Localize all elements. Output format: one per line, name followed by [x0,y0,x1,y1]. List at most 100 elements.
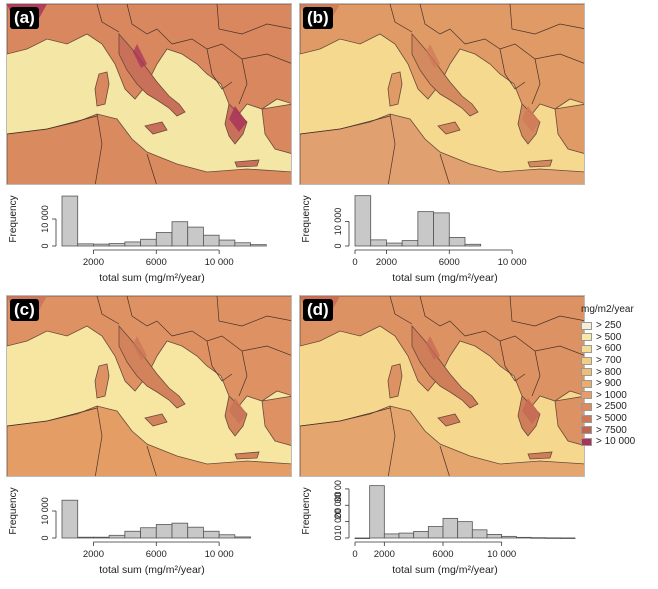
histogram-bar [171,221,189,247]
y-tick-label: 20 000 [333,492,343,520]
y-tick-label: 10 000 [40,205,50,233]
y-tick-label: 0 [40,243,50,248]
panel-d-label: (d) [303,299,333,321]
histogram-bar [61,499,79,539]
legend-swatch [581,391,592,400]
histogram-bar [234,536,251,539]
legend-item: > 7500 [581,424,657,436]
histogram-bar [486,534,503,539]
y-tick-label: 0 [333,243,343,248]
legend-item: > 700 [581,355,657,367]
legend-item: > 2500 [581,401,657,413]
histogram-bar [370,239,387,247]
histogram-bar [464,243,482,247]
x-axis-label: total sum (mg/m²/year) [392,564,498,576]
x-tick-label: 6000 [146,549,167,560]
histogram-bar [140,527,157,539]
legend-swatch [581,437,592,446]
legend-label: > 10 000 [596,436,636,448]
histogram-bar [501,535,517,539]
panel-a-label: (a) [10,7,39,29]
legend-label: > 1000 [596,389,627,401]
legend: mg/m2/year > 250 > 500 > 600 > 700 > 800 > 90… [581,304,657,448]
x-tick-label: 2000 [376,257,397,268]
legend-item: > 900 [581,378,657,390]
y-axis-label: Frequency [301,487,312,534]
legend-label: > 5000 [596,413,627,425]
x-tick-label: 10 000 [205,257,234,268]
x-tick-label: 6000 [146,257,167,268]
x-tick-label: 0 [352,549,357,560]
histogram-bar [471,529,488,539]
histogram-bar [203,530,220,539]
histogram-bar [427,526,444,539]
map-d: (d) [299,295,585,477]
histogram-bar [559,537,576,539]
x-tick-label: 2000 [83,549,104,560]
legend-swatch [581,368,592,377]
y-tick-label: 0 [333,535,343,540]
legend-items: > 250 > 500 > 600 > 700 > 800 > 900 > 1000 > 25… [581,320,657,448]
histogram-bar [442,517,459,539]
legend-label: > 250 [596,320,622,332]
histogram-bar [171,522,189,539]
histogram-bar [417,211,434,247]
histogram-bar [354,537,371,540]
legend-swatch [581,321,592,330]
y-tick-label: 10 000 [333,508,343,536]
legend-label: > 2500 [596,401,627,413]
y-tick-label: 30 000 [333,480,343,503]
legend-item: > 1000 [581,390,657,402]
histogram-bar [530,537,547,539]
histogram-bar [234,242,251,247]
x-tick-label: 6000 [432,549,453,560]
x-axis-label: total sum (mg/m²/year) [392,272,498,284]
histogram-bar [187,526,204,539]
histogram-bar [93,536,110,539]
x-tick-label: 2000 [83,257,104,268]
legend-item: > 600 [581,343,657,355]
y-tick-label: 10 000 [333,208,343,236]
panel-c-label: (c) [10,299,39,321]
legend-swatch [581,379,592,388]
histogram-bar [448,237,466,247]
legend-label: > 600 [596,343,622,355]
histogram-bar [369,485,385,539]
legend-label: > 7500 [596,424,627,436]
map-a-image [7,4,291,184]
x-tick-label: 0 [352,257,357,268]
legend-item: > 5000 [581,413,657,425]
x-tick-label: 10 000 [498,257,527,268]
legend-swatch [581,356,592,365]
histogram-bar [124,530,141,539]
map-b: (b) [299,3,585,185]
histogram-bar [383,533,400,539]
histogram-bar [386,242,403,247]
x-tick-label: 6000 [439,257,460,268]
legend-label: > 500 [596,331,622,343]
legend-swatch [581,333,592,342]
y-axis-label: Frequency [8,195,19,242]
histogram-bar [187,226,204,247]
map-a: (a) [6,3,292,185]
histogram-bar [354,195,372,247]
map-d-image [300,296,584,476]
histogram-bar [77,536,94,539]
map-b-image [300,4,584,184]
histogram-bar [218,534,236,539]
legend-swatch [581,414,592,423]
map-c-image [7,296,291,476]
legend-item: > 800 [581,366,657,378]
histogram-bar [108,534,126,539]
legend-item: > 250 [581,320,657,332]
legend-swatch [581,402,592,411]
y-axis-label: Frequency [8,487,19,534]
histogram-bar [218,239,236,247]
histogram-bar [93,243,110,247]
histogram-bar [155,524,173,539]
legend-item: > 10 000 [581,436,657,448]
histogram-bar [457,521,473,539]
